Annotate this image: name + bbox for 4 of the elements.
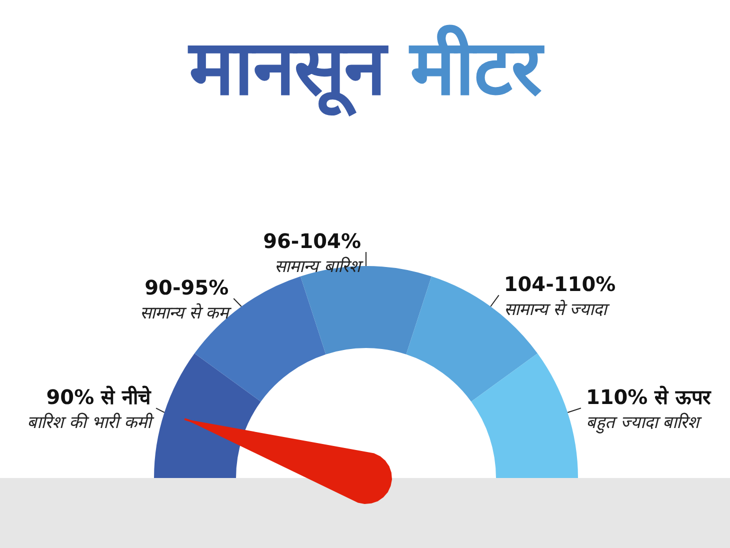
slice-label: 90% से नीचे बारिश की भारी कमी: [26, 385, 156, 434]
slice-label: 104-110% सामान्य से ज्यादा: [504, 272, 616, 320]
slice-label: 90-95% सामान्य से कम: [140, 276, 233, 324]
slice-label: 110% से ऊपर बहुत ज्यादा बारिश: [586, 385, 712, 434]
